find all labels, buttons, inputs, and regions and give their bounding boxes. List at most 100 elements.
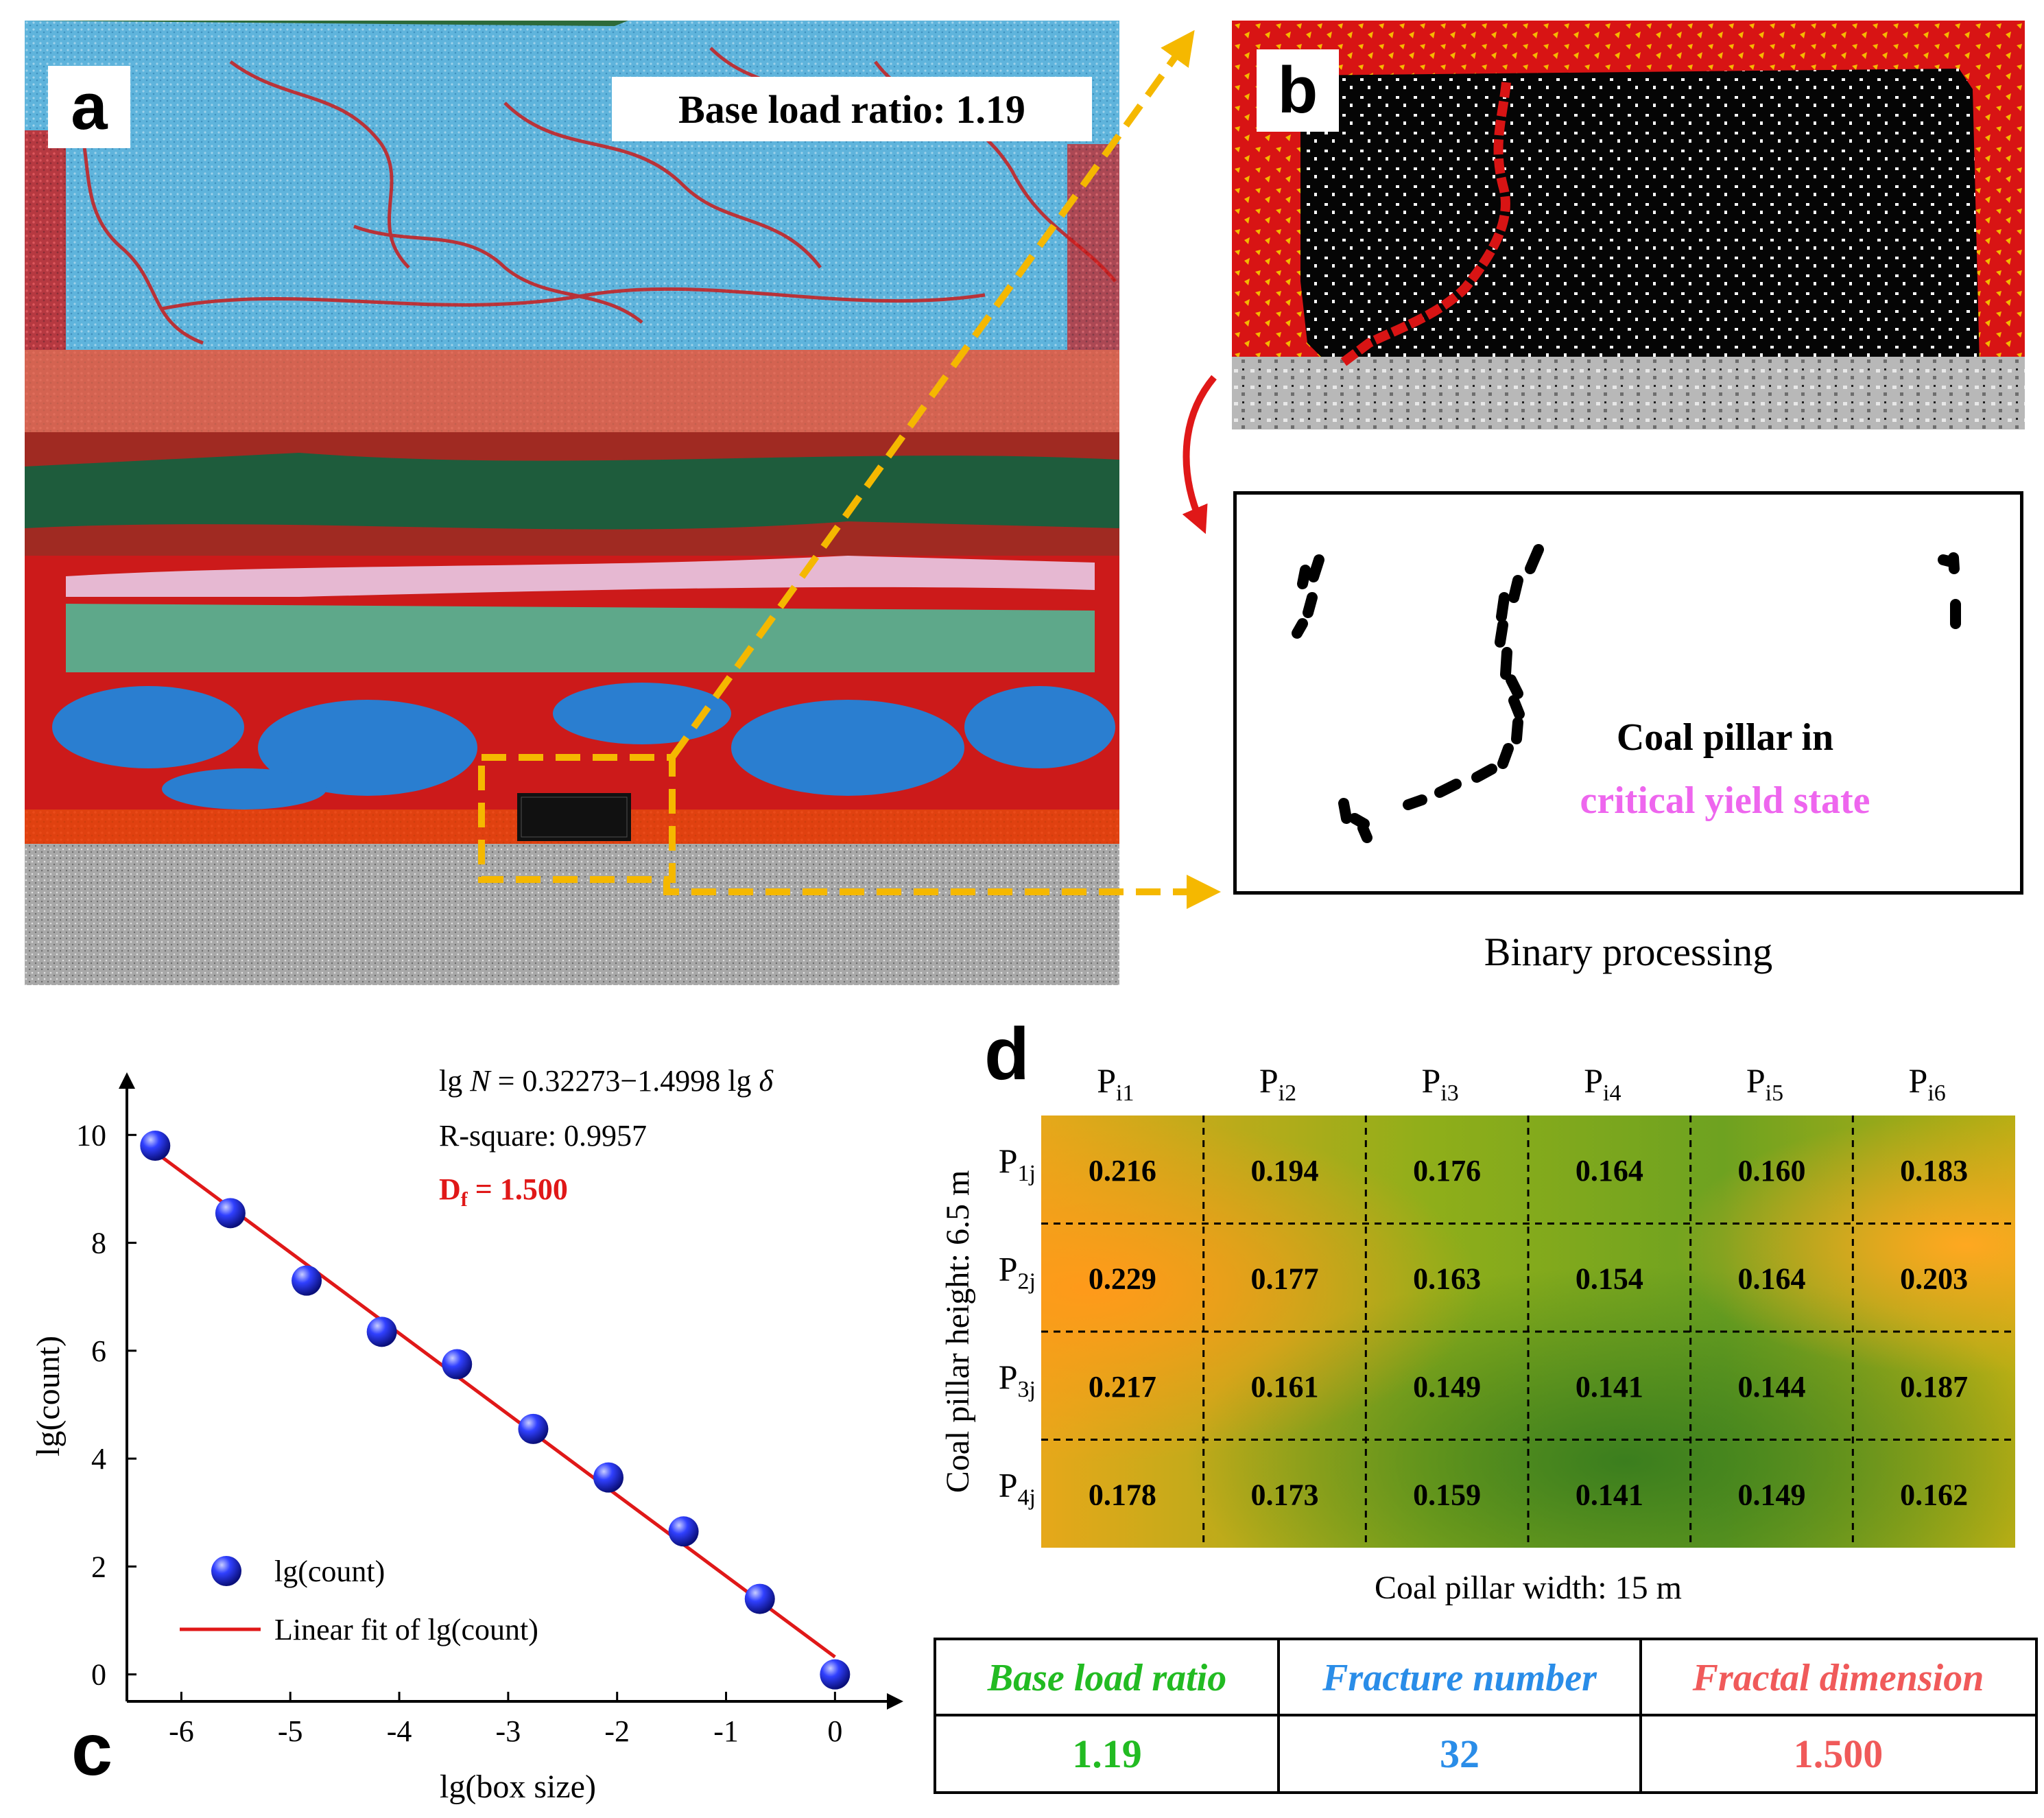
panel-b-letter-badge: b xyxy=(1257,49,1339,132)
heatmap-cell-value: 0.229 xyxy=(1089,1262,1156,1295)
data-point xyxy=(744,1583,775,1614)
y-tick-label: 10 xyxy=(76,1118,106,1152)
x-tick-label: -1 xyxy=(713,1714,739,1748)
heatmap-cell-value: 0.160 xyxy=(1738,1154,1806,1188)
panel-a-letter: a xyxy=(71,70,108,143)
data-point xyxy=(140,1131,171,1161)
y-axis-label: lg(count) xyxy=(30,1336,67,1456)
heatmap-cell-value: 0.144 xyxy=(1738,1370,1806,1404)
row-header: P1j xyxy=(999,1142,1036,1186)
fractal-dimension-label: Df = 1.500 xyxy=(439,1172,568,1211)
x-tick-label: -6 xyxy=(169,1714,194,1748)
column-header: Pi2 xyxy=(1259,1061,1296,1106)
heatmap-cell-value: 0.149 xyxy=(1413,1370,1481,1404)
summary-value: 32 xyxy=(1440,1732,1479,1776)
processing-arrow xyxy=(1182,375,1217,534)
heatmap-cell-value: 0.141 xyxy=(1576,1370,1643,1404)
row-header: P4j xyxy=(999,1465,1036,1510)
data-point xyxy=(820,1659,851,1690)
heatmap-cell-value: 0.164 xyxy=(1738,1262,1806,1295)
column-header: Pi4 xyxy=(1584,1061,1621,1106)
heatmap-cell-value: 0.176 xyxy=(1413,1154,1481,1188)
summary-table: Base load ratio Fracture number Fractal di… xyxy=(933,1637,2039,1795)
data-point xyxy=(593,1462,623,1493)
summary-header: Base load ratio xyxy=(987,1657,1226,1699)
panel-d-letter: d xyxy=(984,1012,1030,1095)
heatmap-cell-value: 0.183 xyxy=(1900,1154,1968,1188)
legend-marker-icon xyxy=(211,1556,241,1586)
x-axis-label: lg(box size) xyxy=(440,1769,596,1805)
x-tick-label: -5 xyxy=(278,1714,303,1748)
heatmap-cell-value: 0.163 xyxy=(1413,1262,1481,1295)
binary-text-line1: Coal pillar in xyxy=(1617,716,1833,759)
data-point xyxy=(518,1413,549,1444)
legend-label-fit: Linear fit of lg(count) xyxy=(274,1613,538,1646)
data-point xyxy=(292,1265,322,1296)
legend-label-points: lg(count) xyxy=(274,1555,385,1588)
heatmap-cell-value: 0.194 xyxy=(1251,1154,1319,1188)
x-tick-label: -3 xyxy=(496,1714,521,1748)
summary-header: Fractal dimension xyxy=(1692,1657,1984,1699)
y-tick-label: 4 xyxy=(91,1442,106,1476)
r-square-label: R-square: 0.9957 xyxy=(439,1119,647,1153)
heatmap-cell-value: 0.216 xyxy=(1089,1154,1156,1188)
summary-value: 1.19 xyxy=(1072,1732,1142,1776)
heatmap-cell-value: 0.162 xyxy=(1900,1478,1968,1511)
y-tick-label: 0 xyxy=(91,1658,106,1692)
heatmap-cell-value: 0.141 xyxy=(1576,1478,1643,1511)
row-header: P3j xyxy=(999,1358,1036,1402)
base-load-ratio-label: Base load ratio: 1.19 xyxy=(612,77,1092,141)
column-header: Pi1 xyxy=(1097,1061,1134,1106)
heatmap-cell-value: 0.161 xyxy=(1251,1370,1319,1404)
panel-c: -6 -5 -4 -3 -2 -1 0 0 2 4 6 8 10 lg N = 0.32273−1.49… xyxy=(0,1015,960,1818)
fit-equation: lg N = 0.32273−1.4998 lg δ xyxy=(439,1064,774,1098)
row-header: P2j xyxy=(999,1249,1036,1294)
panel-a-strata-image xyxy=(25,21,1119,985)
y-tick-label: 6 xyxy=(91,1334,106,1368)
panel-b: b xyxy=(1232,21,2025,429)
y-tick-label: 8 xyxy=(91,1227,106,1260)
column-header: Pi5 xyxy=(1746,1061,1783,1106)
data-point xyxy=(366,1317,397,1347)
heatmap-cell-value: 0.154 xyxy=(1576,1262,1643,1295)
heatmap-cell-value: 0.149 xyxy=(1738,1478,1806,1511)
fracture-path xyxy=(1338,82,1511,368)
x-tick-label: 0 xyxy=(827,1714,842,1748)
chart-legend: lg(count) Linear fit of lg(count) xyxy=(180,1555,538,1646)
column-header: Pi3 xyxy=(1422,1061,1459,1106)
summary-header: Fracture number xyxy=(1322,1657,1597,1699)
panel-d: d xyxy=(933,1015,2044,1818)
panel-b-letter: b xyxy=(1277,54,1318,127)
connector-arrow-top xyxy=(669,29,1195,759)
data-point xyxy=(668,1516,699,1547)
panel-a-letter-badge: a xyxy=(48,66,130,148)
panel-a: a Base load ratio: 1.19 xyxy=(25,21,1119,985)
heatmap-cell-value: 0.203 xyxy=(1900,1262,1968,1295)
selection-box xyxy=(478,754,676,883)
fractal-fit-chart: -6 -5 -4 -3 -2 -1 0 0 2 4 6 8 10 lg N = 0.32273−1.49… xyxy=(30,1064,903,1805)
heatmap-cell-value: 0.187 xyxy=(1900,1370,1968,1404)
binary-fracture-image: Coal pillar in critical yield state xyxy=(1292,544,1961,843)
panel-b-pillar-image xyxy=(1232,21,2025,429)
y-tick-label: 2 xyxy=(91,1550,106,1583)
heatmap-cell-value: 0.159 xyxy=(1413,1478,1481,1511)
panel-c-letter: c xyxy=(71,1708,113,1791)
column-header: Pi6 xyxy=(1909,1061,1946,1106)
heatmap-cell-value: 0.173 xyxy=(1251,1478,1319,1511)
heatmap-x-label: Coal pillar width: 15 m xyxy=(1375,1570,1682,1606)
heatmap-y-label: Coal pillar height: 6.5 m xyxy=(940,1170,976,1494)
heatmap-cell-value: 0.217 xyxy=(1089,1370,1156,1404)
base-load-ratio-text: Base load ratio: 1.19 xyxy=(678,86,1025,132)
heatmap-cell-value: 0.177 xyxy=(1251,1262,1319,1295)
heatmap-cell-value: 0.178 xyxy=(1089,1478,1156,1511)
connector-arrow-bottom xyxy=(663,875,1221,909)
x-tick-label: -4 xyxy=(387,1714,412,1748)
data-point xyxy=(215,1198,246,1229)
summary-table-grid: Base load ratio Fracture number Fractal di… xyxy=(934,1638,2038,1794)
binary-text-line2: critical yield state xyxy=(1580,779,1870,822)
data-point xyxy=(442,1349,473,1380)
binary-image-box: Coal pillar in critical yield state xyxy=(1233,491,2023,895)
summary-value: 1.500 xyxy=(1794,1732,1883,1776)
binary-caption: Binary processing xyxy=(1484,930,1773,974)
